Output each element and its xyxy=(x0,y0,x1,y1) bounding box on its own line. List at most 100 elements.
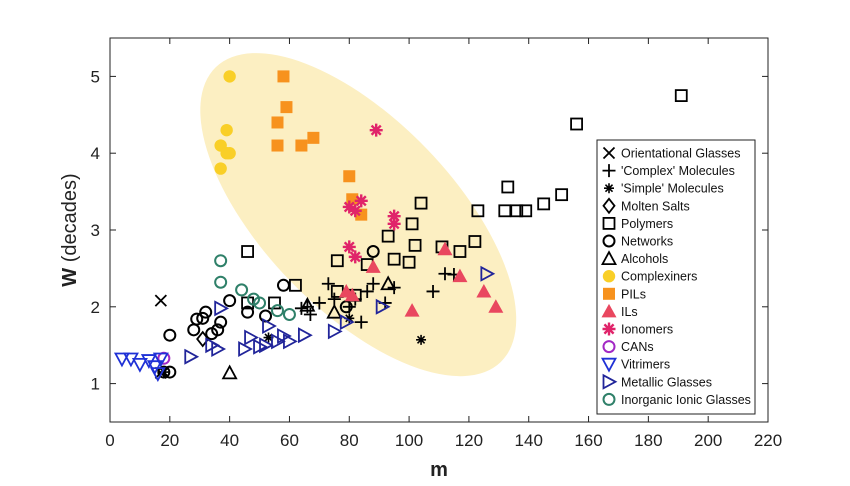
data-point xyxy=(270,304,284,318)
series-complexiners xyxy=(214,70,236,175)
data-point xyxy=(163,365,177,379)
data-point xyxy=(312,296,326,310)
data-point xyxy=(259,337,274,354)
data-point xyxy=(519,204,533,218)
series-vitrimers xyxy=(113,352,169,383)
series-networks xyxy=(157,245,380,379)
legend-label: Orientational Glasses xyxy=(621,147,741,161)
data-point xyxy=(488,299,504,313)
data-point xyxy=(405,217,419,231)
data-point xyxy=(366,245,380,259)
data-point xyxy=(344,313,355,324)
y-tick-label: 1 xyxy=(91,375,100,394)
legend-label: Molten Salts xyxy=(621,199,690,213)
data-point xyxy=(342,240,356,254)
x-tick-label: 60 xyxy=(280,431,299,450)
data-point xyxy=(268,296,281,310)
data-point xyxy=(220,123,233,137)
data-point xyxy=(241,245,254,258)
data-point xyxy=(426,284,440,298)
legend-label: Complexiners xyxy=(621,270,697,284)
data-point xyxy=(480,265,496,282)
x-tick-label: 220 xyxy=(754,431,782,450)
x-tick-label: 140 xyxy=(515,431,543,450)
data-point xyxy=(146,360,163,376)
series-ionomers xyxy=(342,123,401,264)
y-axis-label-main: W xyxy=(59,268,81,287)
data-point xyxy=(295,139,308,152)
legend-marker xyxy=(602,373,618,390)
y-tick-label: 2 xyxy=(91,298,100,317)
series-pils xyxy=(271,70,368,221)
x-tick-label: 180 xyxy=(634,431,662,450)
data-point xyxy=(387,209,401,223)
y-axis-label: W (decades) xyxy=(59,173,81,286)
legend-marker xyxy=(600,357,618,373)
y-tick-label: 5 xyxy=(91,67,100,86)
data-point xyxy=(501,180,515,194)
legend-item-networks: Networks xyxy=(602,234,673,249)
data-point xyxy=(404,303,420,317)
data-point xyxy=(184,348,200,365)
series-metallic-glasses xyxy=(184,265,496,365)
legend-label: 'Complex' Molecules xyxy=(621,164,735,178)
data-point xyxy=(453,245,467,258)
data-point xyxy=(408,238,422,252)
legend-box xyxy=(596,139,756,415)
x-tick-label: 80 xyxy=(340,431,359,450)
legend-label: Vitrimers xyxy=(621,358,670,372)
x-tick-label: 120 xyxy=(455,431,483,450)
data-point xyxy=(263,332,274,343)
data-point xyxy=(214,300,230,317)
legend-item-complex-molecules: 'Complex' Molecules xyxy=(602,164,735,178)
x-tick-label: 40 xyxy=(220,431,239,450)
data-point xyxy=(299,296,316,312)
data-point xyxy=(381,229,395,243)
data-point xyxy=(190,312,204,326)
legend-item-ils: ILs xyxy=(601,303,638,319)
legend-marker xyxy=(602,146,616,160)
data-point xyxy=(277,70,290,83)
legend-label: CANs xyxy=(621,340,654,354)
legend-item-alcohols: Alcohols xyxy=(600,250,668,266)
data-point xyxy=(214,162,227,175)
data-point xyxy=(360,284,374,298)
legend-label: ILs xyxy=(621,305,638,319)
data-point xyxy=(149,367,166,383)
data-point xyxy=(365,259,381,273)
legend-label: Ionomers xyxy=(621,323,673,337)
data-point xyxy=(471,204,485,218)
data-point xyxy=(476,283,492,298)
data-point xyxy=(354,315,368,329)
legend-marker xyxy=(602,392,616,406)
data-points-layer xyxy=(113,70,688,383)
data-point xyxy=(163,328,177,342)
axis-ticks-layer: 0 20 40 60 80 100 120 140 160 180 200 220 1 2 3 4 5 xyxy=(91,38,782,450)
data-point xyxy=(366,277,380,291)
data-point xyxy=(196,311,210,325)
data-point xyxy=(223,70,236,83)
x-tick-label: 200 xyxy=(694,431,722,450)
data-point xyxy=(152,352,169,368)
legend-label: Polymers xyxy=(621,217,673,231)
data-point xyxy=(416,334,427,345)
data-point xyxy=(452,268,468,283)
data-point xyxy=(354,194,368,208)
legend-label: Metallic Glasses xyxy=(621,375,712,389)
data-point xyxy=(221,364,238,380)
data-point xyxy=(271,139,284,152)
legend-marker xyxy=(603,287,615,300)
data-point xyxy=(241,305,255,319)
data-point xyxy=(375,298,391,315)
x-tick-label: 100 xyxy=(395,431,423,450)
data-point xyxy=(262,317,277,335)
data-point xyxy=(223,294,237,308)
data-point xyxy=(387,252,401,266)
data-point xyxy=(276,278,290,292)
x-tick-label: 0 xyxy=(105,431,114,450)
legend-item-vitrimers: Vitrimers xyxy=(600,357,670,373)
legend-marker xyxy=(602,164,616,178)
x-tick-label: 20 xyxy=(160,431,179,450)
data-point xyxy=(326,303,343,319)
legend-marker xyxy=(600,250,618,265)
